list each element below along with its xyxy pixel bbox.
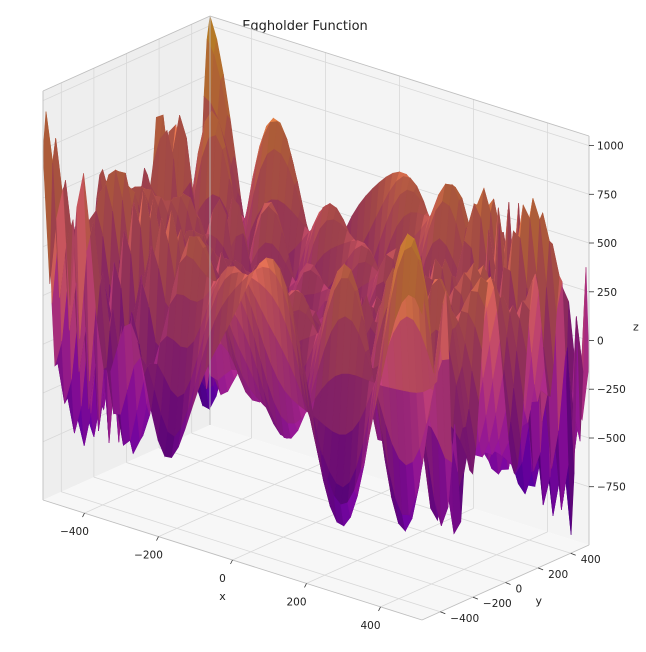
y-tick-label: −400 — [450, 613, 479, 625]
axes-ticks: −400 −200 0 200 400 −400 −200 0 200 400 −750 −500 −2… — [60, 141, 626, 632]
z-tick-label: 250 — [597, 287, 617, 299]
z-tick-label: −750 — [597, 482, 626, 494]
y-tick-mark — [537, 567, 544, 571]
y-tick-mark — [505, 582, 511, 585]
y-tick-mark — [472, 596, 479, 600]
grid-line-y — [61, 491, 441, 613]
y-tick-label: 0 — [516, 584, 523, 596]
y-tick-label: −200 — [483, 598, 512, 610]
eggholder-surface — [42, 15, 590, 535]
grid-line-z — [42, 73, 211, 150]
surface-patch — [414, 259, 426, 315]
axes-edge — [209, 15, 590, 137]
grid-line-z — [42, 25, 211, 101]
x-tick-label: −200 — [134, 550, 163, 562]
y-tick-label: 400 — [581, 554, 601, 566]
x-tick-mark — [304, 583, 307, 588]
x-tick-label: 200 — [286, 596, 306, 608]
z-tick-label: 1000 — [597, 141, 624, 153]
axes-edge — [42, 15, 211, 92]
y-tick-label: 200 — [548, 569, 568, 581]
z-tick-label: 500 — [597, 238, 617, 250]
grid-line-y — [93, 476, 474, 598]
x-tick-mark — [230, 559, 233, 565]
x-axis-label: x — [219, 590, 226, 603]
grid-line-y — [126, 462, 506, 583]
z-tick-label: −250 — [597, 384, 626, 396]
z-tick-label: −500 — [597, 433, 626, 445]
y-axis-label: y — [536, 595, 543, 608]
z-tick-label: 0 — [597, 336, 604, 348]
x-tick-mark — [82, 512, 85, 518]
z-axis-label: z — [633, 321, 639, 334]
y-tick-mark — [440, 611, 446, 615]
chart-title: Eggholder Function — [242, 19, 368, 34]
x-tick-mark — [156, 536, 159, 541]
z-tick-label: 750 — [597, 189, 617, 201]
x-tick-label: 0 — [219, 573, 226, 585]
grid-line-z — [209, 73, 590, 195]
x-tick-mark — [378, 606, 381, 612]
grid-line-y — [191, 432, 571, 554]
grid-line-z — [209, 25, 590, 146]
y-tick-mark — [570, 552, 576, 556]
x-tick-label: −400 — [60, 526, 89, 538]
x-tick-label: 400 — [360, 620, 380, 632]
